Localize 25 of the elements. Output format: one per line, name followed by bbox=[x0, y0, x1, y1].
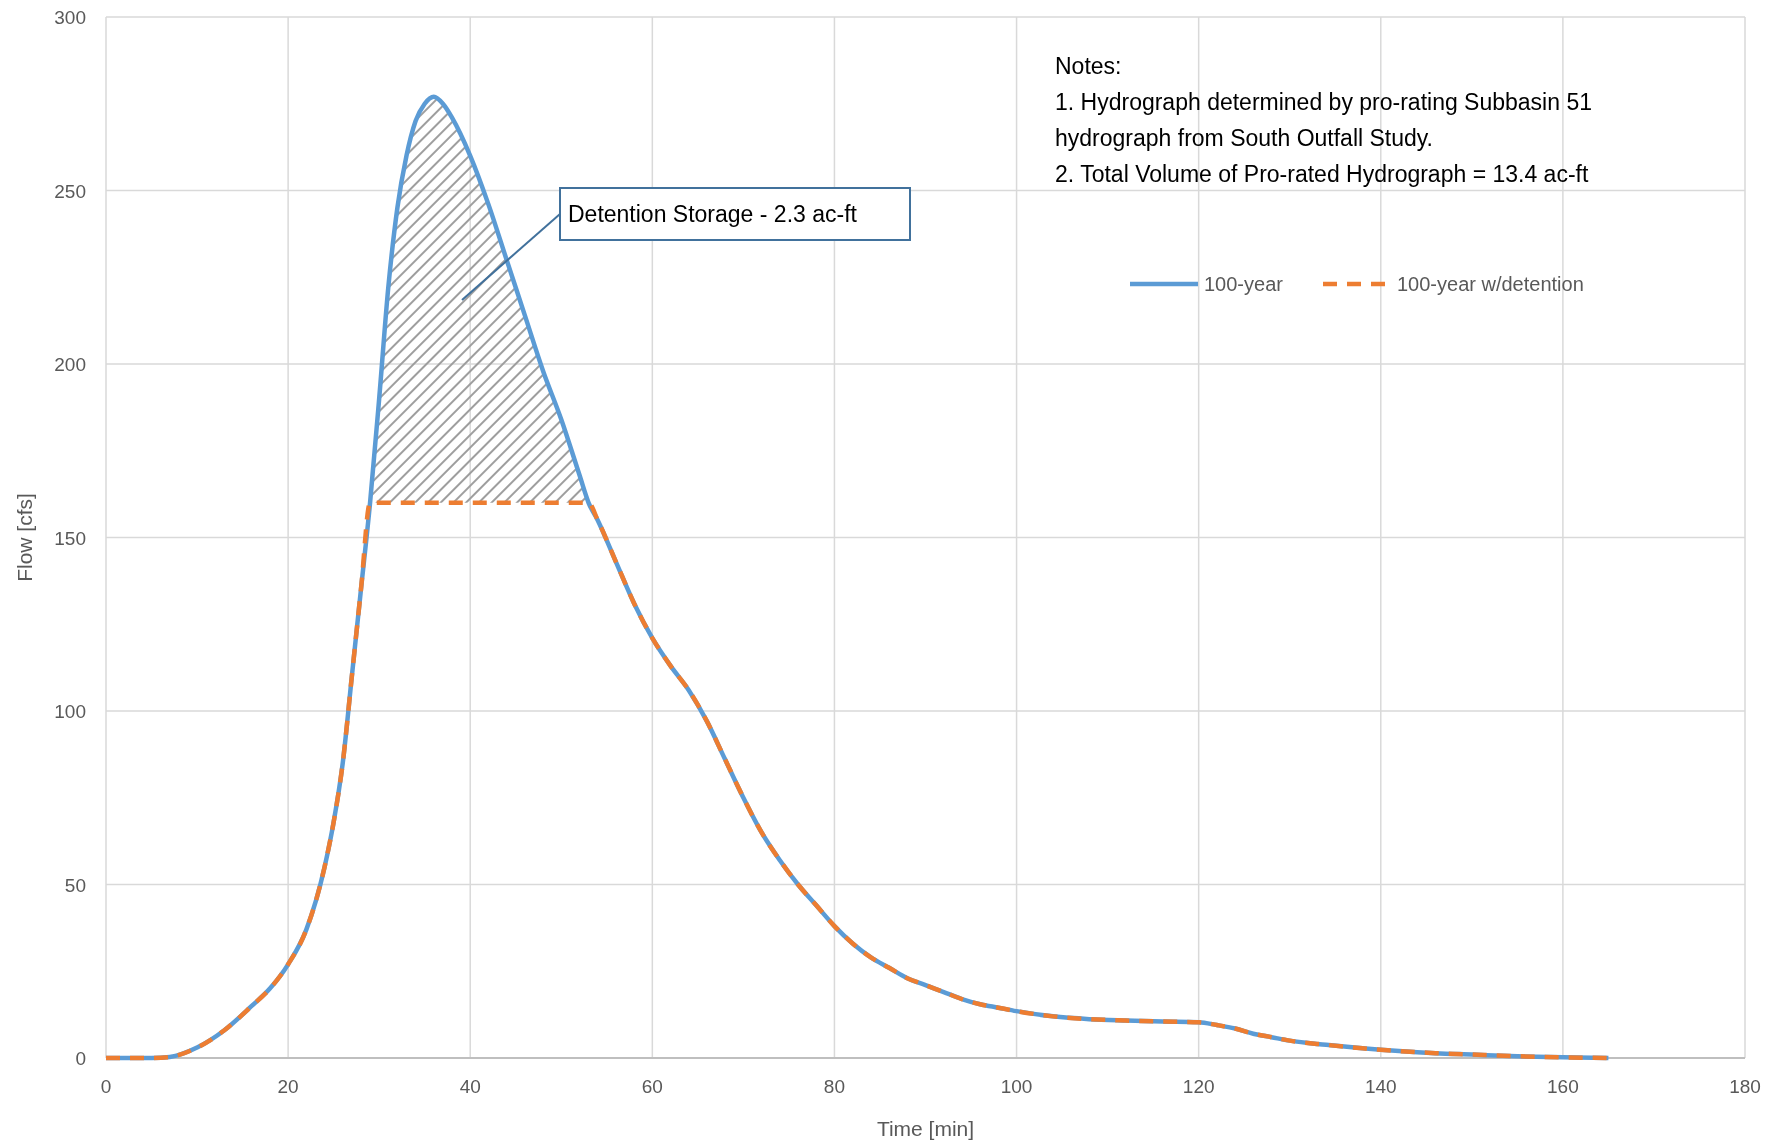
x-tick-label: 140 bbox=[1364, 1076, 1397, 1097]
y-tick-label: 200 bbox=[54, 354, 86, 375]
x-tick-label: 80 bbox=[823, 1076, 846, 1097]
y-axis-title: Flow [cfs] bbox=[13, 493, 36, 582]
x-tick-label: 180 bbox=[1729, 1076, 1761, 1097]
x-axis-title: Time [min] bbox=[876, 1117, 975, 1140]
y-tick-label: 150 bbox=[54, 527, 86, 549]
legend-label: 100-year w/detention bbox=[1397, 273, 1584, 295]
annotation: 2. Total Volume of Pro-rated Hydrograph = 13.4 ac-ft bbox=[1055, 161, 1589, 187]
x-tick-label: 0 bbox=[100, 1076, 112, 1097]
x-tick-label: 40 bbox=[459, 1076, 481, 1097]
annotation: Notes: bbox=[1055, 53, 1122, 79]
legend-label: 100-year bbox=[1204, 273, 1284, 295]
annotation: 1. Hydrograph determined by pro-rating Subbasin 51 hydrograph from South Outfall Study. bbox=[1055, 89, 1592, 151]
x-tick-label: 120 bbox=[1182, 1076, 1215, 1097]
annotation: Detention Storage - 2.3 ac-ft bbox=[568, 201, 858, 227]
x-tick-label: 20 bbox=[277, 1076, 299, 1097]
y-tick-label: 300 bbox=[54, 7, 86, 28]
x-tick-label: 100 bbox=[1000, 1076, 1033, 1097]
y-tick-label: 50 bbox=[64, 874, 86, 896]
y-tick-label: 250 bbox=[54, 180, 86, 202]
x-tick-label: 60 bbox=[641, 1076, 663, 1097]
y-tick-label: 0 bbox=[75, 1048, 86, 1069]
y-tick-label: 100 bbox=[54, 701, 86, 722]
x-tick-label: 160 bbox=[1547, 1076, 1579, 1097]
